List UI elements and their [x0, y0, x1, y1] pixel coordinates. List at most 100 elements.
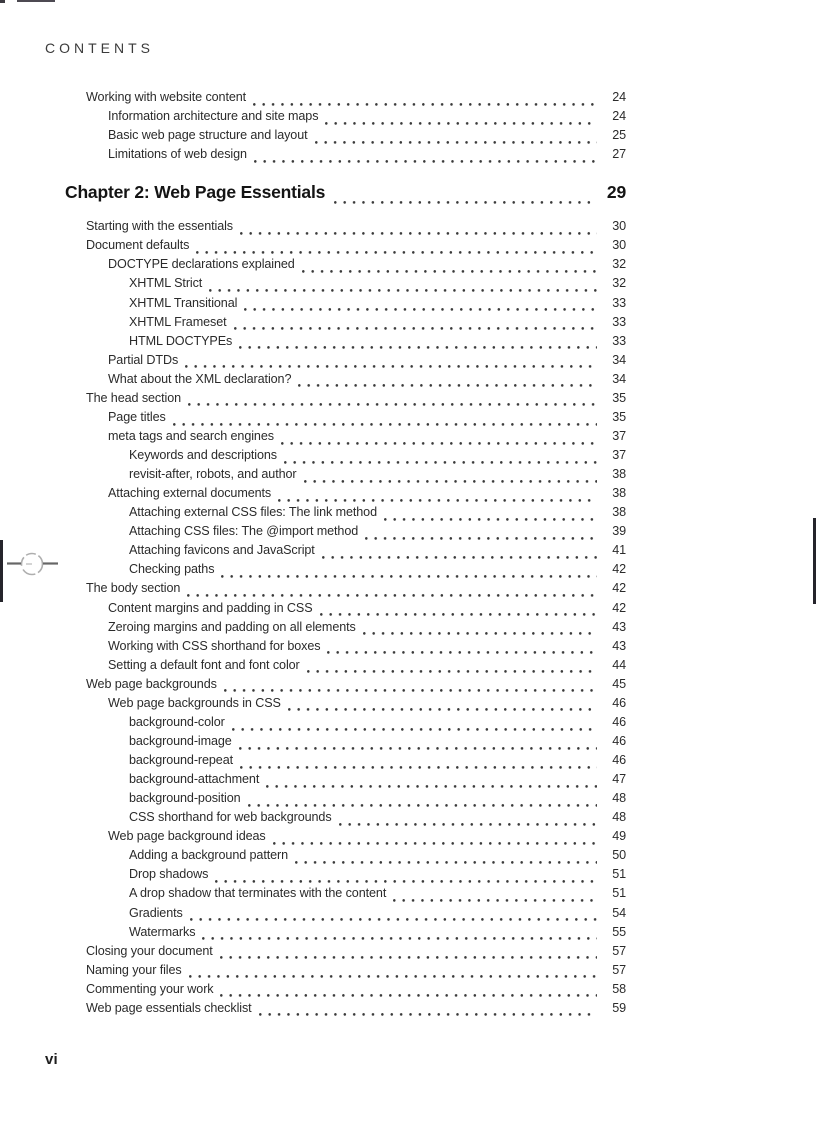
toc-entry: Content margins and padding in CSS 42: [65, 600, 626, 620]
toc-entry-label: meta tags and search engines: [108, 428, 274, 443]
toc-entry-label: Closing your document: [86, 943, 213, 958]
toc-entry-label: Drop shadows: [129, 867, 209, 882]
dot-leader: [299, 257, 597, 277]
toc-entry-page: 48: [612, 791, 626, 806]
toc-entry-label: revisit-after, robots, and author: [129, 467, 297, 482]
toc-entry: HTML DOCTYPEs 33: [65, 333, 626, 353]
toc-entry-page: 33: [612, 314, 626, 329]
dot-leader: [237, 333, 597, 353]
dot-leader: [312, 128, 597, 148]
toc-entry-label: HTML DOCTYPEs: [129, 333, 233, 348]
toc-entry-page: 46: [612, 753, 626, 767]
toc-entry-page: 34: [612, 352, 626, 367]
toc-entry-page: 35: [612, 390, 626, 405]
toc-entry-label: Setting a default font and font color: [108, 657, 300, 672]
dot-leader: [238, 753, 597, 773]
toc-entry-page: 32: [612, 276, 626, 291]
toc-entry-label: Information architecture and site maps: [108, 109, 319, 124]
toc-entry: revisit-after, robots, and author 38: [65, 467, 626, 487]
toc-entry: DOCTYPE declarations explained 32: [65, 257, 626, 277]
dot-leader: [270, 829, 597, 849]
scan-edge-artifact-right: [813, 518, 816, 604]
toc-entry-label: background-color: [129, 714, 225, 729]
toc-entry-label: Adding a background pattern: [129, 848, 289, 863]
toc-entry: Attaching external documents 38: [65, 486, 626, 506]
dot-leader: [325, 638, 597, 658]
toc-entry-label: Gradients: [129, 905, 183, 920]
table-of-contents: Working with website content 24 Informat…: [65, 90, 626, 1020]
dot-leader: [238, 219, 597, 239]
dot-leader: [183, 352, 597, 372]
toc-entry-label: The body section: [86, 581, 181, 596]
toc-entry-page: 49: [612, 829, 626, 844]
dot-leader: [251, 147, 597, 167]
top-crop-mark-line: [17, 0, 55, 2]
dot-leader: [319, 543, 597, 563]
toc-entry: Limitations of web design 27: [65, 147, 626, 167]
toc-entry-page: 24: [612, 90, 626, 104]
toc-entry-label: Attaching external documents: [108, 486, 272, 501]
toc-entry: Keywords and descriptions 37: [65, 448, 626, 468]
toc-entry: Checking paths 42: [65, 562, 626, 582]
toc-entry: Working with CSS shorthand for boxes 43: [65, 638, 626, 658]
toc-entry: Partial DTDs 34: [65, 352, 626, 372]
toc-entry-label: background-position: [129, 791, 241, 806]
dot-leader: [187, 905, 597, 925]
toc-entry-page: 37: [612, 448, 626, 462]
dot-leader: [264, 772, 597, 792]
toc-entry-page: 35: [612, 409, 626, 424]
toc-entry-label: Document defaults: [86, 238, 190, 253]
page-number: vi: [45, 1051, 58, 1068]
scan-edge-artifact-left: [0, 540, 3, 602]
toc-entry-label: background-attachment: [129, 772, 260, 787]
toc-entry: Web page essentials checklist 59: [65, 1000, 626, 1020]
dot-leader: [186, 390, 597, 410]
dot-leader: [276, 486, 597, 506]
toc-entry-page: 33: [612, 333, 626, 348]
dot-leader: [207, 276, 597, 296]
toc-entry-page: 33: [612, 295, 626, 310]
toc-entry: Information architecture and site maps 2…: [65, 109, 626, 129]
toc-entry: Commenting your work 58: [65, 981, 626, 1001]
toc-entry: Starting with the essentials 30: [65, 219, 626, 239]
toc-entry-label: A drop shadow that terminates with the c…: [129, 886, 387, 901]
toc-entry-page: 24: [612, 109, 626, 124]
dot-leader: [256, 1000, 597, 1020]
toc-entry-label: CSS shorthand for web backgrounds: [129, 810, 332, 825]
toc-entry-page: 37: [612, 428, 626, 443]
toc-entry: Basic web page structure and layout 25: [65, 128, 626, 148]
toc-entry-page: 48: [612, 810, 626, 825]
toc-entry-label: Web page backgrounds: [86, 676, 217, 691]
dot-leader: [278, 428, 597, 448]
dot-leader: [185, 581, 597, 601]
dot-leader: [217, 943, 597, 963]
toc-entry-label: Web page background ideas: [108, 829, 266, 844]
toc-entry: Watermarks 55: [65, 924, 626, 944]
dot-leader: [285, 695, 597, 715]
toc-entry: background-image 46: [65, 733, 626, 753]
toc-entry-label: Commenting your work: [86, 981, 214, 996]
toc-entry: CSS shorthand for web backgrounds 48: [65, 810, 626, 830]
dot-leader: [251, 90, 597, 110]
dot-leader: [229, 714, 597, 734]
dot-leader: [296, 371, 597, 391]
chapter-title: Chapter 2: Web Page Essentials: [65, 182, 326, 203]
toc-entry-page: 57: [612, 962, 626, 977]
dot-leader: [323, 109, 597, 129]
dot-leader: [336, 810, 597, 830]
dot-leader: [363, 524, 597, 544]
dot-leader: [218, 981, 597, 1001]
toc-entry: Zeroing margins and padding on all eleme…: [65, 619, 626, 639]
toc-entry: Setting a default font and font color 44: [65, 657, 626, 677]
toc-entry-page: 54: [612, 905, 626, 920]
toc-entry: What about the XML declaration? 34: [65, 371, 626, 391]
toc-entry: background-repeat 46: [65, 753, 626, 773]
toc-entry-page: 50: [612, 848, 626, 863]
toc-entry-label: DOCTYPE declarations explained: [108, 257, 295, 272]
toc-entry-label: What about the XML declaration?: [108, 371, 292, 386]
toc-entry-page: 46: [612, 695, 626, 710]
toc-entry-page: 43: [612, 638, 626, 653]
toc-section-chapter1-tail: Working with website content 24 Informat…: [65, 90, 626, 167]
toc-entry-label: Basic web page structure and layout: [108, 128, 308, 143]
